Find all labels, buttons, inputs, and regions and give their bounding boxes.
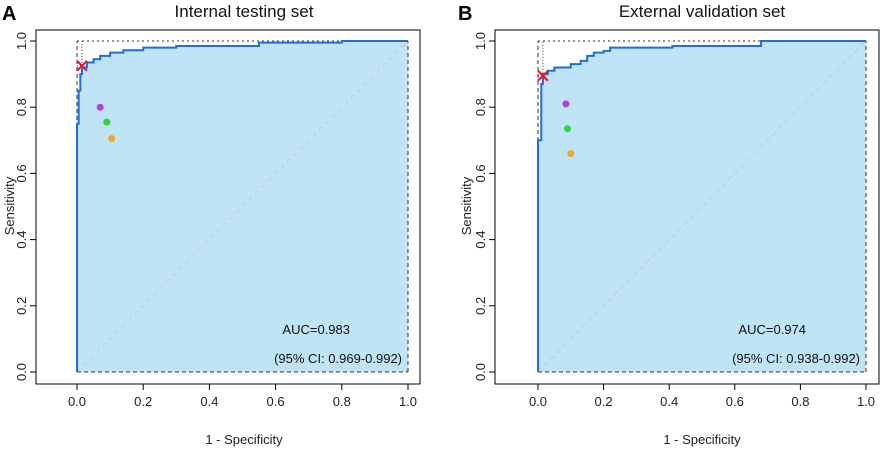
y-tick-label: 1.0 (14, 32, 29, 50)
y-tick-label: 0.0 (14, 363, 29, 381)
x-tick-label: 0.6 (267, 394, 285, 409)
auc-label: AUC=0.983 (282, 322, 350, 337)
y-tick-label: 0.8 (14, 98, 29, 116)
chart-title: Internal testing set (175, 2, 314, 21)
y-tick-label: 0.8 (473, 98, 488, 116)
panel-internal-testing: 0.0 0.2 0.4 0.6 0.8 1.0 0.0 0.2 0.4 0.6 0.8 1.0 A I… (2, 2, 421, 447)
y-tick-label: 0.4 (473, 231, 488, 249)
chart-title: External validation set (619, 2, 786, 21)
comparison-point (567, 150, 575, 158)
auc-label: AUC=0.974 (738, 322, 806, 337)
y-tick-label: 0.6 (14, 164, 29, 182)
x-tick-label: 0.4 (200, 394, 218, 409)
x-tick-label: 0.6 (726, 394, 744, 409)
comparison-point (562, 100, 570, 108)
comparison-point (103, 118, 111, 126)
x-tick-label: 0.4 (660, 394, 678, 409)
cutoff-marker (76, 60, 88, 72)
roc-curve (537, 40, 866, 372)
y-tick-label: 0.6 (473, 164, 488, 182)
roc-curve (76, 40, 408, 372)
y-axis-label: Sensitivity (2, 176, 17, 235)
auc-area (538, 41, 866, 372)
x-tick-label: 0.0 (68, 394, 86, 409)
panel-letter: B (458, 3, 472, 25)
x-tick-label: 1.0 (857, 394, 875, 409)
chance-diagonal (76, 40, 409, 373)
y-tick-label: 0.0 (473, 363, 488, 381)
y-tick-label: 1.0 (473, 32, 488, 50)
cutoff-marker (537, 70, 549, 82)
panel-letter: A (2, 3, 16, 25)
x-tick-label: 0.2 (595, 394, 613, 409)
x-axis-label: 1 - Specificity (205, 432, 283, 447)
comparison-point (108, 135, 116, 143)
comparison-point (96, 103, 104, 111)
chance-diagonal (537, 40, 867, 373)
x-tick-label: 0.2 (134, 394, 152, 409)
panel-external-validation: 0.0 0.2 0.4 0.6 0.8 1.0 0.0 0.2 0.4 0.6 0.8 1.0 B E… (458, 2, 880, 447)
y-tick-label: 0.4 (14, 231, 29, 249)
ci-label: (95% CI: 0.938-0.992) (732, 351, 860, 366)
x-tick-label: 0.8 (791, 394, 809, 409)
x-tick-label: 0.0 (529, 394, 547, 409)
y-tick-label: 0.2 (14, 297, 29, 315)
x-tick-label: 1.0 (399, 394, 417, 409)
ci-label: (95% CI: 0.969-0.992) (274, 351, 402, 366)
plot-frame (494, 29, 880, 385)
x-tick-label: 0.8 (333, 394, 351, 409)
comparison-point (564, 125, 572, 133)
y-tick-label: 0.2 (473, 297, 488, 315)
y-axis-label: Sensitivity (459, 176, 474, 235)
x-axis-label: 1 - Specificity (663, 432, 741, 447)
plot-frame (35, 29, 421, 385)
